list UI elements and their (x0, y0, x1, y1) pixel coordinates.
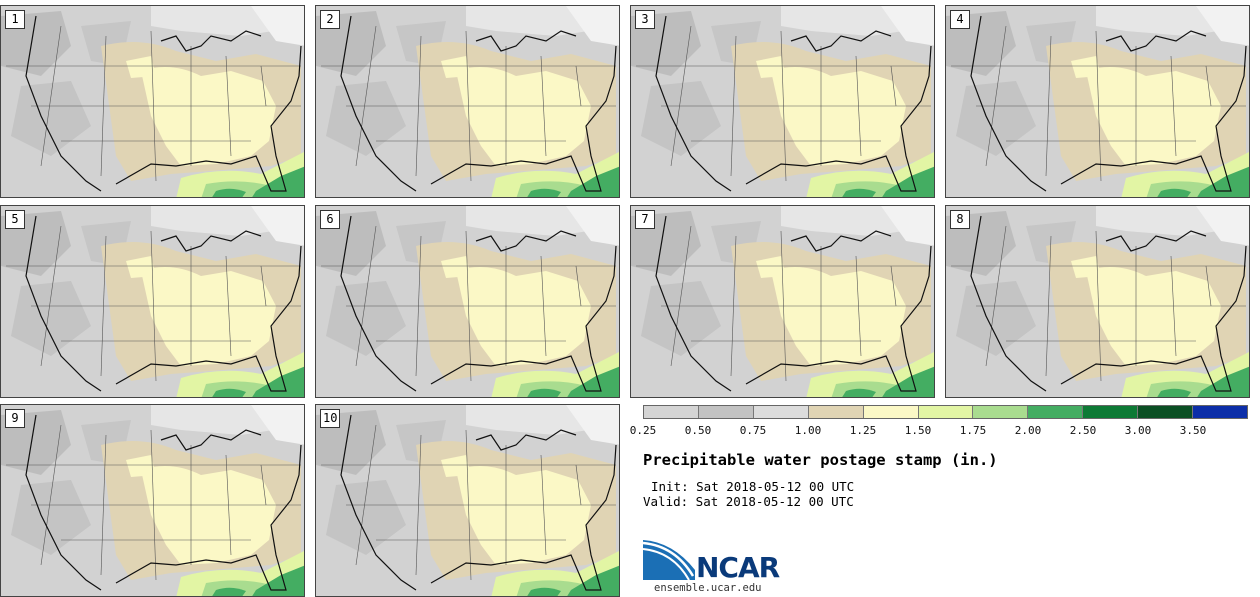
logo-text: NCAR (696, 551, 780, 584)
colorbar-segment (753, 406, 809, 418)
stamp-map: 8 (945, 205, 1250, 398)
stamp-number: 9 (5, 409, 25, 428)
colorbar-segment (973, 406, 1029, 418)
stamp-number: 8 (950, 210, 970, 229)
stamp-map: 5 (0, 205, 305, 398)
colorbar-segment (918, 406, 974, 418)
colorbar-tick: 0.50 (684, 424, 712, 437)
colorbar-segment (863, 406, 919, 418)
colorbar-segment (1083, 406, 1139, 418)
colorbar-segment (1193, 406, 1247, 418)
legend-title: Precipitable water postage stamp (in.) (643, 451, 998, 469)
colorbar-tick: 3.00 (1124, 424, 1152, 437)
stamp-map: 7 (630, 205, 935, 398)
colorbar-tick: 1.00 (794, 424, 822, 437)
stamp-map: 6 (315, 205, 620, 398)
precip-water-map (631, 206, 934, 397)
stamp-map: 1 (0, 5, 305, 198)
stamp-number: 5 (5, 210, 25, 229)
ncar-logo-icon (643, 540, 695, 581)
stamp-number: 1 (5, 10, 25, 29)
colorbar-segment (1138, 406, 1194, 418)
precip-water-map (1, 6, 304, 197)
precip-water-map (316, 6, 619, 197)
precip-water-map (1, 405, 304, 596)
stamp-number: 3 (635, 10, 655, 29)
colorbar-tick: 0.75 (739, 424, 767, 437)
colorbar-segment (644, 406, 699, 418)
stamp-map: 9 (0, 404, 305, 597)
color-bar (643, 405, 1248, 419)
stamp-number: 10 (320, 409, 341, 428)
colorbar-tick: 2.50 (1069, 424, 1097, 437)
precip-water-map (316, 405, 619, 596)
stamp-map: 2 (315, 5, 620, 198)
colorbar-tick: 3.50 (1179, 424, 1207, 437)
precip-water-map (946, 206, 1249, 397)
stamp-number: 2 (320, 10, 340, 29)
colorbar-tick: 0.25 (629, 424, 657, 437)
colorbar-tick: 2.00 (1014, 424, 1042, 437)
precip-water-map (316, 206, 619, 397)
stamp-number: 4 (950, 10, 970, 29)
colorbar-tick: 1.50 (904, 424, 932, 437)
colorbar-tick: 1.75 (959, 424, 987, 437)
stamp-map: 10 (315, 404, 620, 597)
colorbar-segment (808, 406, 864, 418)
stamp-number: 7 (635, 210, 655, 229)
colorbar-tick: 1.25 (849, 424, 877, 437)
init-time: Init: Sat 2018-05-12 00 UTC (651, 479, 855, 494)
stamp-number: 6 (320, 210, 340, 229)
stamp-map: 3 (630, 5, 935, 198)
precip-water-map (1, 206, 304, 397)
precip-water-map (946, 6, 1249, 197)
precip-water-map (631, 6, 934, 197)
site-url: ensemble.ucar.edu (654, 582, 762, 594)
valid-time: Valid: Sat 2018-05-12 00 UTC (643, 494, 854, 509)
stamp-map: 4 (945, 5, 1250, 198)
colorbar-segment (1028, 406, 1084, 418)
colorbar-segment (698, 406, 754, 418)
